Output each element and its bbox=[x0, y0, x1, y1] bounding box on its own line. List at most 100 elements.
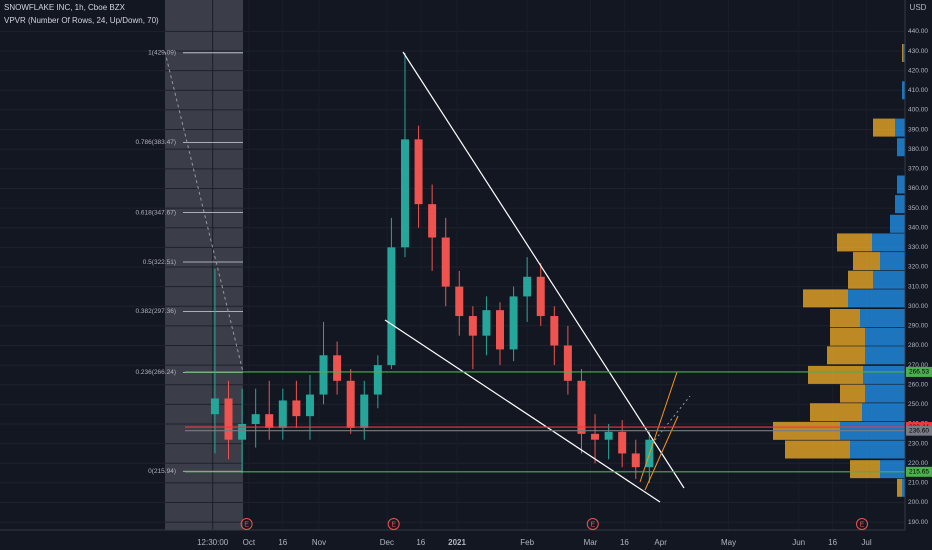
volume-profile bbox=[773, 44, 905, 497]
x-tick-label: 16 bbox=[416, 538, 425, 547]
candle-body bbox=[305, 394, 314, 417]
vp-up bbox=[897, 175, 905, 194]
fib-label: 0(215.94) bbox=[148, 468, 176, 475]
vp-down bbox=[902, 44, 903, 62]
candle-body bbox=[238, 424, 247, 440]
trend-line bbox=[402, 51, 685, 489]
vp-up bbox=[865, 327, 905, 346]
vp-up bbox=[890, 214, 905, 233]
x-tick-label: Apr bbox=[654, 538, 667, 547]
candle-body bbox=[373, 365, 382, 395]
y-tick-label: 270.00 bbox=[908, 362, 928, 369]
vp-up bbox=[848, 289, 905, 308]
vp-down bbox=[853, 252, 880, 271]
vp-up bbox=[902, 81, 905, 100]
candle-body bbox=[523, 276, 532, 297]
vp-down bbox=[830, 309, 860, 327]
y-tick-label: 230.00 bbox=[908, 440, 928, 447]
y-tick-label: 210.00 bbox=[908, 480, 928, 487]
x-tick-label: 12:30:00 bbox=[197, 538, 229, 547]
y-tick-label: 420.00 bbox=[908, 67, 928, 74]
fib-label: 0.5(322.51) bbox=[143, 259, 176, 266]
levels bbox=[185, 371, 905, 473]
x-tick-label: Jun bbox=[792, 538, 805, 547]
price-axis bbox=[905, 0, 932, 550]
channel-line bbox=[644, 415, 679, 491]
session-shade bbox=[165, 0, 243, 530]
earnings-label: E bbox=[391, 521, 396, 528]
x-tick-label: Mar bbox=[584, 538, 598, 547]
y-tick-label: 400.00 bbox=[908, 107, 928, 114]
y-tick-label: 430.00 bbox=[908, 48, 928, 55]
vp-up bbox=[903, 44, 905, 62]
vp-up bbox=[862, 403, 905, 422]
level-label: 215.65 bbox=[909, 469, 929, 476]
x-tick-label: Nov bbox=[312, 538, 326, 547]
vp-up bbox=[880, 460, 905, 479]
y-tick-label: 290.00 bbox=[908, 323, 928, 330]
vp-up bbox=[895, 195, 905, 214]
vp-down bbox=[810, 403, 862, 422]
candle-body bbox=[414, 139, 423, 205]
candle-body bbox=[292, 400, 301, 417]
x-tick-label: 16 bbox=[620, 538, 629, 547]
earnings-label: E bbox=[590, 521, 595, 528]
fib-label: 0.618(347.67) bbox=[136, 209, 176, 216]
candle-body bbox=[387, 247, 396, 366]
x-tick-label: 2021 bbox=[448, 538, 466, 547]
x-tick-label: 16 bbox=[278, 538, 287, 547]
y-tick-label: 280.00 bbox=[908, 342, 928, 349]
candle-body bbox=[496, 310, 505, 350]
vp-down bbox=[830, 327, 865, 346]
candle-body bbox=[455, 286, 464, 317]
axes: 190.00200.00210.00220.00230.00240.00250.… bbox=[197, 28, 932, 547]
level-label: 266.53 bbox=[909, 369, 929, 376]
candle-body bbox=[251, 414, 260, 424]
x-tick-label: Feb bbox=[520, 538, 534, 547]
candle-body bbox=[618, 431, 627, 454]
candle-body bbox=[428, 204, 437, 238]
vp-up bbox=[895, 118, 905, 137]
fib-label: 0.236(266.24) bbox=[136, 369, 176, 376]
vp-up bbox=[880, 252, 905, 271]
earnings-marker bbox=[240, 518, 253, 530]
x-tick-label: Dec bbox=[380, 538, 394, 547]
vp-down bbox=[873, 118, 895, 137]
vp-up bbox=[863, 365, 905, 384]
y-tick-label: 330.00 bbox=[908, 244, 928, 251]
vp-down bbox=[837, 233, 872, 252]
earnings-marker bbox=[586, 518, 599, 530]
y-tick-label: 390.00 bbox=[908, 126, 928, 133]
y-tick-label: 300.00 bbox=[908, 303, 928, 310]
vp-down bbox=[897, 478, 902, 497]
y-tick-label: 200.00 bbox=[908, 499, 928, 506]
chart-title: SNOWFLAKE INC, 1h, Cboe BZX bbox=[4, 3, 126, 12]
fib-label: 0.786(383.47) bbox=[136, 139, 176, 146]
y-tick-label: 370.00 bbox=[908, 166, 928, 173]
candle-body bbox=[591, 433, 600, 440]
x-tick-label: 16 bbox=[828, 538, 837, 547]
candle-body bbox=[278, 400, 287, 428]
candle-body bbox=[210, 398, 219, 415]
earnings-label: E bbox=[860, 521, 865, 528]
x-tick-label: Jul bbox=[861, 538, 871, 547]
y-tick-label: 310.00 bbox=[908, 283, 928, 290]
vp-down bbox=[808, 365, 863, 384]
x-tick-label: May bbox=[721, 538, 736, 547]
vp-down bbox=[827, 346, 865, 365]
candle-body bbox=[604, 431, 613, 440]
candle-body bbox=[360, 394, 369, 428]
candle-body bbox=[509, 296, 518, 350]
y-tick-label: 190.00 bbox=[908, 519, 928, 526]
vp-up bbox=[865, 384, 905, 403]
candle-body bbox=[346, 380, 355, 428]
candle-body bbox=[400, 139, 409, 248]
candle-body bbox=[563, 345, 572, 381]
candle-body bbox=[468, 316, 477, 336]
y-tick-label: 340.00 bbox=[908, 224, 928, 231]
vp-up bbox=[860, 309, 905, 327]
y-tick-label: 350.00 bbox=[908, 205, 928, 212]
y-tick-label: 360.00 bbox=[908, 185, 928, 192]
